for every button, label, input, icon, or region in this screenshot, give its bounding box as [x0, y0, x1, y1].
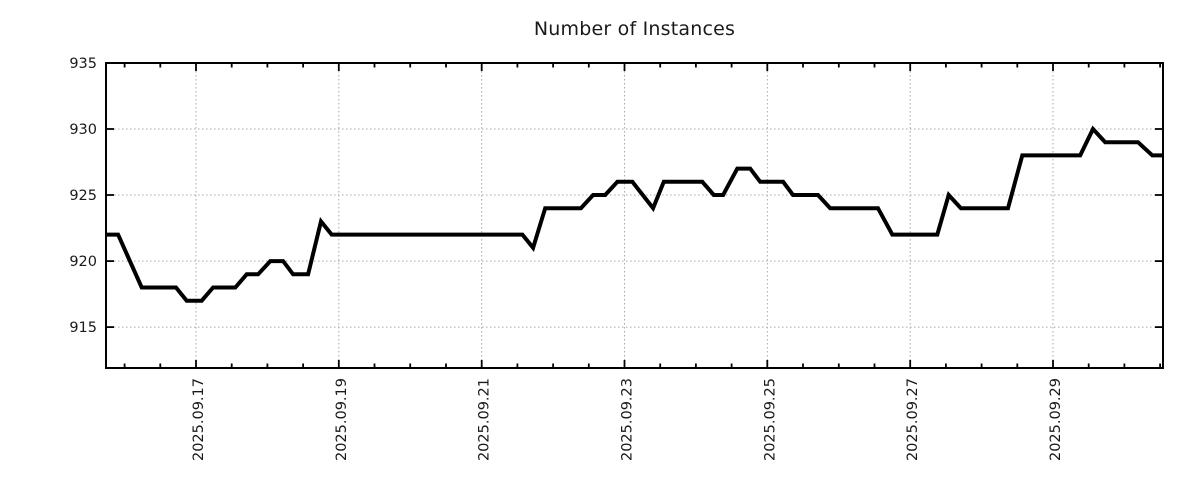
x-tick-label: 2025.09.27 [905, 378, 921, 461]
instances-line [106, 125, 1163, 303]
chart-title: Number of Instances [533, 18, 736, 40]
x-tick-label: 2025.09.29 [1048, 378, 1064, 461]
y-tick-label: 915 [69, 320, 97, 336]
x-tick-label: 2025.09.19 [334, 378, 350, 461]
y-tick-label: 925 [69, 188, 97, 204]
y-tick-label: 920 [69, 254, 97, 270]
plot-border [105, 62, 1164, 369]
x-tick-label: 2025.09.23 [620, 378, 636, 461]
x-tick-label: 2025.09.21 [477, 378, 493, 461]
y-tick-label: 930 [69, 122, 97, 138]
y-tick-label: 935 [69, 56, 97, 72]
x-tick-label: 2025.09.25 [762, 378, 778, 461]
x-tick-label: 2025.09.17 [191, 378, 207, 461]
